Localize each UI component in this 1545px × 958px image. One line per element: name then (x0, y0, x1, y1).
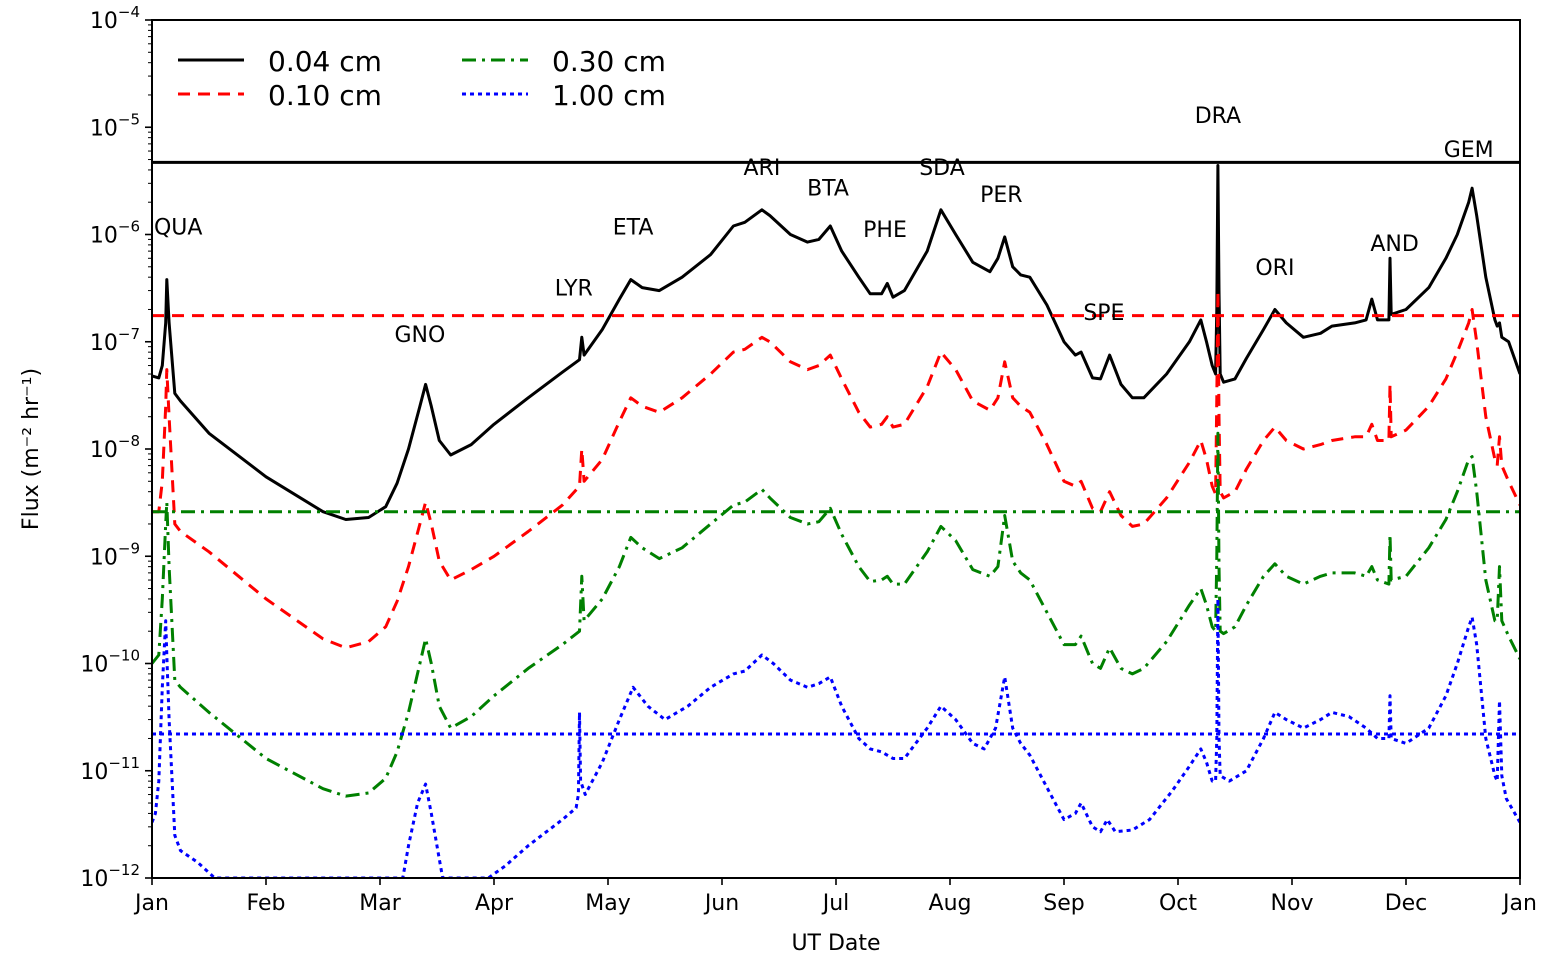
x-tick-label: Jan (133, 891, 169, 916)
annotation-spe: SPE (1083, 301, 1124, 326)
annotation-bta: BTA (807, 177, 849, 202)
x-tick-label: Mar (359, 891, 401, 916)
legend-label-1-00-cm: 1.00 cm (552, 79, 666, 112)
annotation-eta: ETA (613, 216, 654, 241)
series-0-10-cm-line (152, 289, 1520, 650)
x-tick-label: Oct (1159, 891, 1197, 916)
annotation-gno: GNO (394, 323, 445, 348)
y-tick-label: 10−9 (90, 539, 140, 570)
y-axis-label: Flux (m⁻² hr⁻¹) (19, 368, 44, 530)
legend-label-0-10-cm: 0.10 cm (268, 79, 382, 112)
x-axis-label: UT Date (791, 931, 880, 956)
y-tick-label: 10−12 (80, 861, 140, 892)
series-1-00-cm-line (152, 597, 1520, 878)
annotation-per: PER (980, 183, 1022, 208)
plot-frame (151, 19, 1521, 879)
annotation-sda: SDA (919, 156, 965, 181)
annotation-qua: QUA (154, 216, 202, 241)
y-tick-label: 10−7 (90, 325, 140, 356)
legend: 0.04 cm0.10 cm 0.30 cm1.00 cm (178, 45, 666, 112)
shower-annotations: QUA GNO LYR ETA ARI BTA PHE SDA PER SPE DRA ORI AND G… (154, 104, 1494, 348)
x-tick-label: Jun (703, 891, 739, 916)
series-0-30-cm-line (152, 431, 1520, 798)
x-tick-label: Sep (1043, 891, 1084, 916)
y-tick-label: 10−6 (90, 218, 140, 249)
series-layer (152, 160, 1520, 878)
x-tick-label: Jul (821, 891, 850, 916)
x-tick-label: Nov (1271, 891, 1314, 916)
x-tick-label: Aug (929, 891, 972, 916)
y-tick-label: 10−10 (80, 647, 140, 678)
legend-label-0-04-cm: 0.04 cm (268, 45, 382, 78)
annotation-phe: PHE (863, 218, 907, 243)
y-tick-label: 10−4 (90, 3, 140, 34)
annotation-lyr: LYR (555, 276, 593, 301)
y-tick-label: 10−5 (90, 110, 140, 141)
legend-label-0-30-cm: 0.30 cm (552, 45, 666, 78)
x-tick-label: Jan (1501, 891, 1537, 916)
annotation-gem: GEM (1444, 138, 1494, 163)
y-tick-label: 10−8 (90, 432, 140, 463)
x-tick-label: Dec (1385, 891, 1428, 916)
x-tick-label: Apr (475, 891, 514, 916)
x-tick-label: Feb (247, 891, 286, 916)
annotation-dra: DRA (1195, 104, 1241, 129)
axes: Jan Feb Mar Apr May Jun Jul Aug Sep Oct Nov Dec Jan1… (80, 3, 1537, 916)
y-tick-label: 10−11 (80, 754, 140, 785)
series-0-04-cm-line (152, 164, 1520, 521)
annotation-ari: ARI (743, 156, 780, 181)
annotation-and: AND (1370, 232, 1418, 257)
annotation-ori: ORI (1255, 256, 1294, 281)
x-tick-label: May (585, 891, 630, 916)
